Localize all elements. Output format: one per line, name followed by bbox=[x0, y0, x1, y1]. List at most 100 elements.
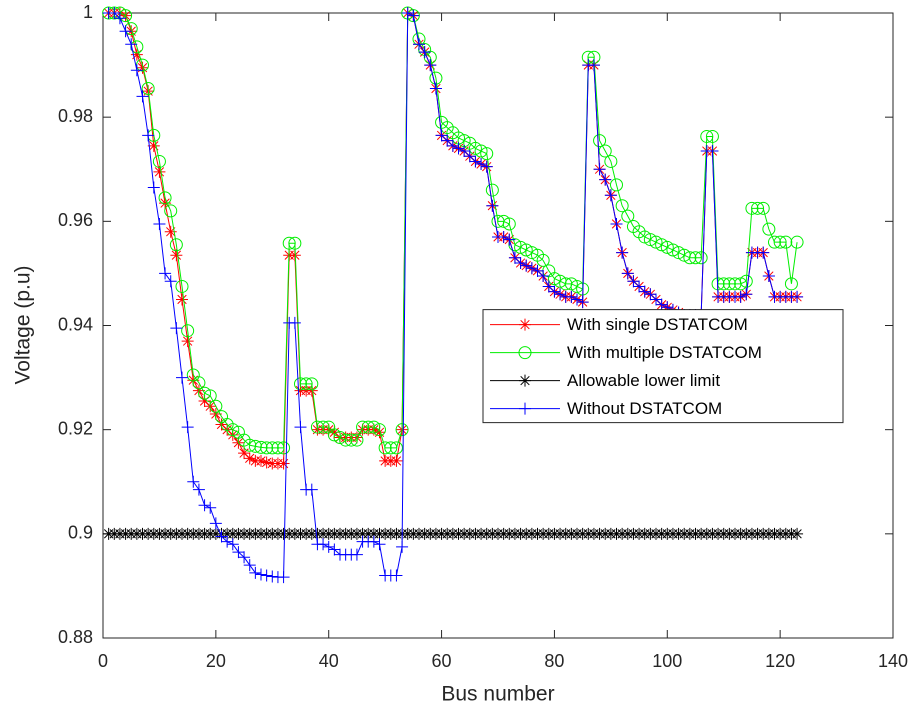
series-markers bbox=[102, 527, 804, 540]
legend-label: Without DSTATCOM bbox=[567, 399, 722, 418]
marker bbox=[520, 259, 533, 272]
marker bbox=[779, 235, 793, 249]
marker bbox=[576, 296, 589, 309]
marker bbox=[458, 145, 471, 158]
marker bbox=[238, 447, 251, 460]
marker bbox=[186, 368, 200, 382]
marker bbox=[175, 279, 189, 293]
marker bbox=[672, 246, 686, 260]
marker bbox=[413, 38, 425, 51]
marker bbox=[113, 12, 126, 25]
marker bbox=[249, 566, 262, 579]
marker bbox=[757, 246, 770, 259]
marker bbox=[373, 426, 386, 439]
marker bbox=[497, 230, 510, 243]
marker bbox=[598, 144, 612, 158]
marker bbox=[220, 417, 234, 431]
marker bbox=[204, 501, 217, 514]
marker bbox=[384, 441, 398, 455]
marker bbox=[452, 142, 465, 155]
marker bbox=[322, 540, 335, 553]
marker bbox=[396, 540, 409, 553]
marker bbox=[457, 134, 471, 148]
marker bbox=[317, 538, 330, 551]
marker bbox=[209, 399, 223, 413]
marker bbox=[147, 128, 161, 142]
marker bbox=[773, 235, 787, 249]
marker bbox=[474, 144, 488, 158]
marker bbox=[152, 154, 166, 168]
marker bbox=[282, 236, 296, 250]
marker bbox=[621, 209, 635, 223]
marker bbox=[525, 262, 538, 275]
marker bbox=[644, 288, 657, 301]
marker bbox=[480, 160, 493, 173]
y-tick-label: 0.98 bbox=[58, 106, 93, 126]
marker bbox=[243, 452, 256, 465]
marker bbox=[424, 59, 437, 72]
marker bbox=[469, 155, 482, 168]
marker bbox=[700, 129, 714, 143]
marker bbox=[650, 293, 662, 306]
marker bbox=[475, 158, 488, 171]
marker bbox=[310, 420, 324, 434]
marker bbox=[130, 48, 143, 61]
marker bbox=[711, 277, 725, 291]
y-tick-label: 0.9 bbox=[68, 523, 93, 543]
plot-frame bbox=[102, 12, 894, 639]
marker bbox=[221, 535, 234, 548]
marker bbox=[169, 238, 183, 252]
marker bbox=[593, 134, 607, 148]
marker bbox=[694, 251, 708, 265]
marker bbox=[564, 277, 578, 291]
marker bbox=[170, 322, 183, 335]
marker bbox=[237, 433, 251, 447]
marker bbox=[463, 136, 477, 150]
y-tick-label: 0.92 bbox=[58, 418, 93, 438]
marker bbox=[215, 530, 228, 543]
y-tick-label: 0.94 bbox=[58, 314, 93, 334]
marker bbox=[486, 199, 499, 212]
marker bbox=[756, 201, 770, 215]
legend-label: Allowable lower limit bbox=[567, 371, 720, 390]
series-markers bbox=[102, 6, 804, 455]
marker bbox=[192, 376, 206, 390]
marker bbox=[401, 7, 414, 19]
marker bbox=[633, 280, 646, 293]
marker bbox=[277, 441, 291, 455]
marker bbox=[452, 131, 466, 145]
marker bbox=[153, 217, 166, 230]
marker bbox=[147, 181, 160, 194]
marker bbox=[159, 267, 172, 280]
marker bbox=[468, 141, 482, 155]
legend-label: With multiple DSTATCOM bbox=[567, 343, 762, 362]
marker bbox=[571, 293, 583, 306]
marker bbox=[626, 220, 640, 234]
marker bbox=[136, 90, 149, 103]
marker bbox=[616, 246, 629, 259]
marker bbox=[537, 270, 550, 283]
marker bbox=[164, 204, 178, 218]
marker bbox=[593, 163, 606, 176]
legend-marker bbox=[519, 318, 531, 331]
marker bbox=[147, 139, 160, 152]
marker bbox=[255, 568, 267, 581]
marker bbox=[238, 551, 251, 564]
marker bbox=[429, 82, 442, 95]
marker bbox=[576, 282, 590, 296]
marker bbox=[124, 22, 138, 36]
marker bbox=[784, 277, 798, 291]
marker bbox=[542, 280, 555, 293]
marker bbox=[446, 126, 460, 140]
legend-label: With single DSTATCOM bbox=[567, 315, 748, 334]
marker bbox=[610, 217, 623, 230]
marker bbox=[485, 183, 499, 197]
marker bbox=[604, 154, 618, 168]
marker bbox=[299, 377, 313, 391]
marker bbox=[378, 441, 392, 455]
marker bbox=[554, 288, 567, 301]
marker bbox=[655, 238, 669, 252]
marker bbox=[581, 50, 595, 64]
marker bbox=[271, 441, 285, 455]
marker bbox=[288, 236, 302, 250]
